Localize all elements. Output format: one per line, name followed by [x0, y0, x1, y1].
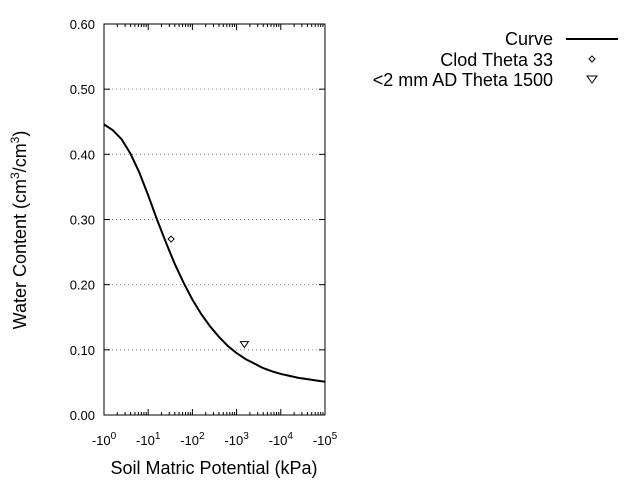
axis-ticks: 0.00 0.10 0.20 0.30 0.40 0.50 0.60 -100 -101 -102…	[70, 17, 338, 448]
legend-swatch-clod	[588, 55, 596, 63]
x-tick-label: -105	[313, 431, 338, 448]
y-tick-label: 0.20	[70, 278, 95, 293]
y-tick-label: 0.10	[70, 343, 95, 358]
x-tick-label: -100	[92, 431, 117, 448]
series-line-curve	[103, 123, 326, 383]
plot-frame	[103, 23, 326, 416]
y-tick-label: 0.40	[70, 147, 95, 162]
legend: Curve Clod Theta 33 <2 mm AD Theta 1500	[373, 29, 618, 90]
legend-label-curve: Curve	[505, 29, 553, 49]
x-tick-label: -101	[136, 431, 161, 448]
gridlines	[104, 88, 325, 351]
y-tick-label: 0.30	[70, 213, 95, 228]
data-point-ad-theta-1500	[239, 341, 250, 349]
data-point-clod-theta-33	[167, 235, 175, 243]
x-tick-label: -104	[269, 431, 294, 448]
y-axis-label: Water Content (cm3/cm3)	[8, 131, 30, 330]
legend-swatch-ad	[586, 75, 598, 84]
y-tick-label: 0.60	[70, 17, 95, 32]
x-axis-label: Soil Matric Potential (kPa)	[110, 458, 317, 478]
x-tick-label: -102	[180, 431, 205, 448]
legend-label-ad: <2 mm AD Theta 1500	[373, 70, 553, 90]
x-tick-label: -103	[224, 431, 249, 448]
y-tick-label: 0.00	[70, 408, 95, 423]
y-tick-label: 0.50	[70, 82, 95, 97]
series	[103, 123, 326, 383]
legend-label-clod: Clod Theta 33	[440, 50, 553, 70]
